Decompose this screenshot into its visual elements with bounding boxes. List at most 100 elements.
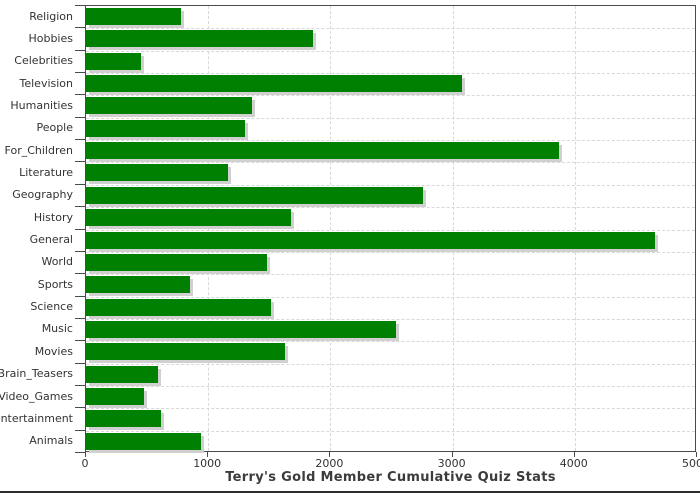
category-label: Religion <box>29 9 73 23</box>
x-axis-tick-label: 4000 <box>559 457 588 470</box>
gridline-vertical <box>330 6 332 451</box>
category-label: Literature <box>19 166 73 180</box>
gridline-horizontal <box>86 50 695 52</box>
gridline-horizontal <box>86 162 695 164</box>
category-label: Video_Games <box>0 389 73 403</box>
bar-humanities <box>86 97 253 115</box>
bar-hobbies <box>86 30 314 48</box>
gridline-horizontal <box>86 318 695 320</box>
bar-general <box>86 231 656 249</box>
y-axis-tick <box>75 362 85 364</box>
chart-title: Terry's Gold Member Cumulative Quiz Stat… <box>225 470 556 485</box>
category-label: Entertainment <box>0 411 73 425</box>
bar-animals <box>86 432 201 450</box>
plot-area <box>85 5 696 452</box>
category-label: Celebrities <box>14 54 73 68</box>
y-axis-tick <box>75 384 85 386</box>
bar-movies <box>86 343 286 361</box>
gridline-vertical <box>208 6 210 451</box>
x-axis-tick <box>85 452 86 457</box>
bar-science <box>86 298 271 316</box>
gridline-horizontal <box>86 229 695 231</box>
bar-celebrities <box>86 52 141 70</box>
category-label: Hobbies <box>28 32 73 46</box>
bar-television <box>86 75 463 93</box>
x-axis-tick <box>329 452 331 457</box>
category-label: Humanities <box>10 99 73 113</box>
category-label: Movies <box>34 344 73 358</box>
gridline-horizontal <box>86 363 695 365</box>
x-axis-tick <box>451 452 453 457</box>
gridline-horizontal <box>86 251 695 253</box>
y-axis-tick <box>75 183 85 185</box>
bar-world <box>86 253 267 271</box>
gridline-horizontal <box>86 184 695 186</box>
y-axis-tick <box>75 27 85 29</box>
y-axis-tick <box>75 206 85 208</box>
bar-literature <box>86 164 228 182</box>
category-label: Science <box>30 300 73 314</box>
category-label: General <box>29 233 73 247</box>
y-axis-tick <box>75 72 85 74</box>
category-label: World <box>41 255 73 269</box>
x-axis-tick-label: 0 <box>81 457 89 470</box>
bar-entertainment <box>86 410 162 428</box>
y-axis-tick <box>75 407 85 409</box>
gridline-horizontal <box>86 207 695 209</box>
y-axis-tick <box>75 161 85 163</box>
bar-for_children <box>86 142 559 160</box>
x-axis-tick-label: 2000 <box>315 457 344 470</box>
bar-religion <box>86 8 182 25</box>
gridline-vertical <box>574 6 576 451</box>
y-axis-tick <box>75 116 85 118</box>
category-axis-labels: Religion Hobbies Celebrities Television Huma… <box>0 5 73 452</box>
bottom-border-line <box>0 491 700 493</box>
gridline-horizontal <box>86 117 695 119</box>
y-axis-tick <box>75 5 85 6</box>
bar-people <box>86 119 245 137</box>
y-axis-tick <box>75 340 85 342</box>
y-axis-tick <box>75 139 85 141</box>
category-label: People <box>36 121 73 135</box>
bar-video_games <box>86 387 145 405</box>
x-axis-tick <box>696 452 697 457</box>
gridline-horizontal <box>86 296 695 298</box>
bar-brain_teasers <box>86 365 159 383</box>
y-axis-tick <box>75 452 85 453</box>
category-label: Television <box>19 76 74 90</box>
x-axis-tick-label: 3000 <box>437 457 466 470</box>
y-axis-tick <box>75 273 85 275</box>
gridline-horizontal <box>86 140 695 142</box>
category-label: Sports <box>37 277 73 291</box>
y-axis-tick <box>75 49 85 51</box>
y-axis-tick <box>75 295 85 297</box>
gridline-horizontal <box>86 95 695 97</box>
x-axis-tick <box>207 452 209 457</box>
x-axis-tick-label: 1000 <box>193 457 222 470</box>
category-label: History <box>33 210 73 224</box>
x-axis-tick <box>573 452 575 457</box>
category-label: For_Children <box>4 143 73 157</box>
category-label: Geography <box>12 188 73 202</box>
gridline-horizontal <box>86 73 695 75</box>
category-label: Music <box>41 322 73 336</box>
y-axis-tick <box>75 228 85 230</box>
y-axis-tick <box>75 94 85 96</box>
bar-geography <box>86 186 424 204</box>
x-axis-tick-label: 5000 <box>682 457 700 470</box>
category-label: Animals <box>29 434 73 448</box>
y-axis-tick <box>75 250 85 252</box>
bar-history <box>86 209 292 227</box>
gridline-horizontal <box>86 385 695 387</box>
category-label: Brain_Teasers <box>0 367 73 381</box>
gridline-horizontal <box>86 408 695 410</box>
gridline-horizontal <box>86 28 695 30</box>
gridline-horizontal <box>86 274 695 276</box>
gridline-vertical <box>452 6 454 451</box>
bar-sports <box>86 276 190 294</box>
gridline-horizontal <box>86 430 695 432</box>
y-axis-tick <box>75 429 85 431</box>
bar-music <box>86 320 397 338</box>
gridline-horizontal <box>86 341 695 343</box>
